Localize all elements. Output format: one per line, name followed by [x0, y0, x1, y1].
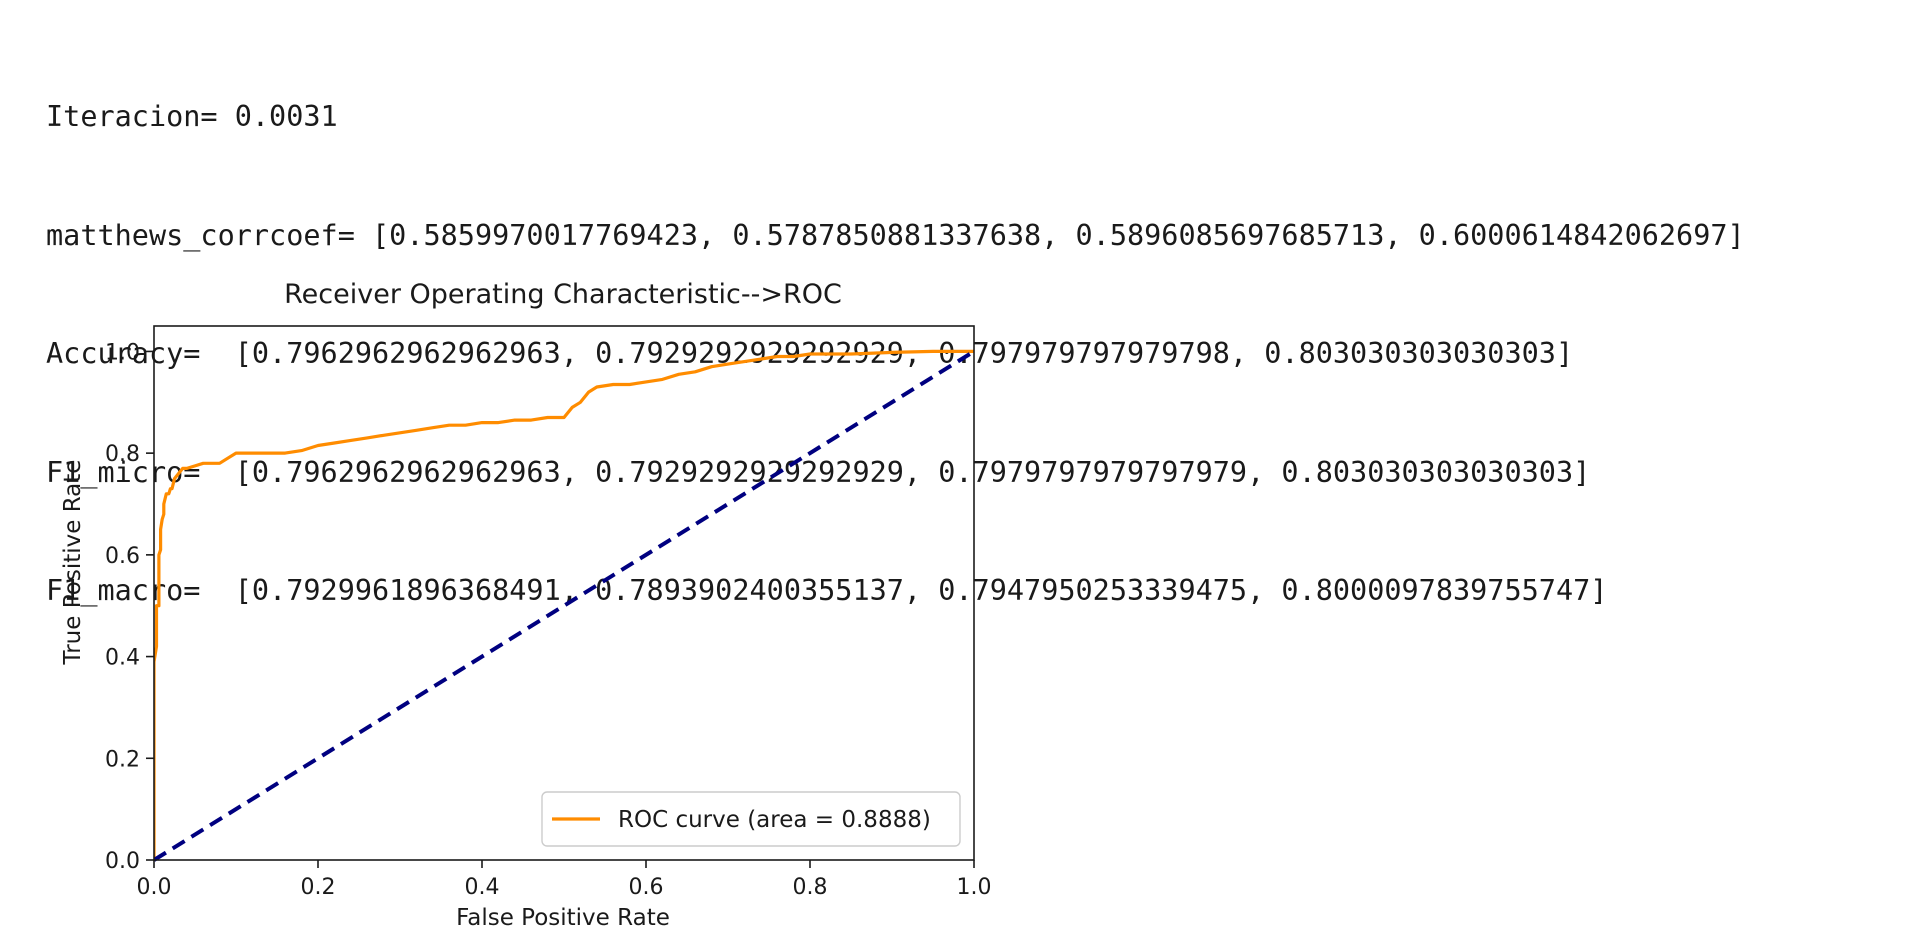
y-tick-label: 0.8: [105, 442, 140, 467]
x-axis-label: False Positive Rate: [456, 905, 670, 931]
y-tick-label: 0.6: [105, 544, 140, 569]
diagonal-reference-line: [154, 349, 976, 862]
x-tick-label: 0.0: [137, 875, 172, 900]
x-tick-label: 0.6: [629, 875, 664, 900]
output-line-matthews-corrcoef: matthews_corrcoef= [0.5859970017769423, …: [46, 218, 1745, 252]
output-line-f1-macro: F1_macro= [0.7929961896368491, 0.7893902…: [46, 574, 1608, 607]
roc-curve-line: [154, 349, 974, 860]
legend-entry-roc: ROC curve (area = 0.8888): [618, 807, 931, 833]
x-tick-label: 0.8: [793, 875, 828, 900]
y-tick-label: 0.0: [105, 849, 140, 874]
legend-box: [541, 791, 961, 847]
legend: ROC curve (area = 0.8888): [541, 791, 961, 847]
chart-title: Receiver Operating Characteristic-->ROC: [284, 279, 842, 310]
y-tick-label: 0.2: [105, 747, 140, 772]
output-line-iteracion: Iteracion= 0.0031: [46, 100, 338, 133]
y-tick-label: 1.0: [105, 340, 140, 365]
y-tick-label: 0.4: [105, 646, 140, 671]
plot-frame: [153, 325, 975, 861]
roc-figure: Receiver Operating Characteristic-->ROC …: [0, 270, 1060, 947]
x-tick-label: 0.2: [301, 875, 336, 900]
plot-area: [154, 349, 976, 862]
roc-chart: Receiver Operating Characteristic-->ROC …: [60, 279, 992, 931]
axes: 0.0 0.2 0.4 0.6 0.8 1.0 0.0 0.2 0.4 0.6 0.8 1.0: [105, 325, 992, 900]
x-tick-label: 0.4: [465, 875, 500, 900]
x-tick-label: 1.0: [957, 875, 992, 900]
y-axis-label: True Positive Rate: [60, 460, 86, 666]
